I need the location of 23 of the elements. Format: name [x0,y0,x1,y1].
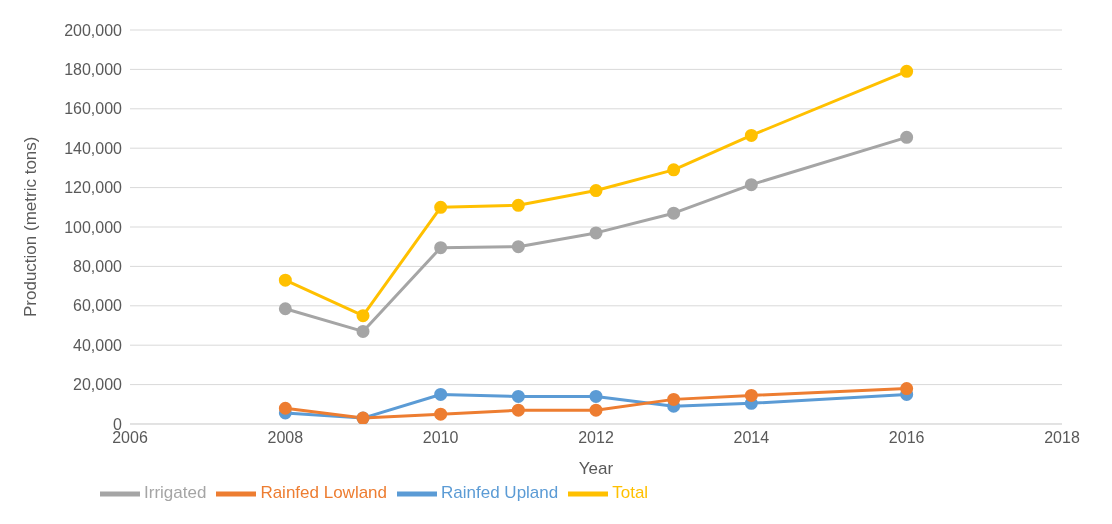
x-tick-label: 2016 [888,429,925,447]
y-tick-label: 80,000 [73,258,123,276]
x-tick-label: 2012 [578,429,614,447]
y-tick-label: 100,000 [64,218,123,236]
x-tick-label: 2018 [1044,429,1080,447]
y-tick-label: 120,000 [64,179,123,197]
y-tick-label: 180,000 [64,61,123,79]
legend-label: Total [612,483,649,503]
x-tick-label: 2006 [112,429,148,447]
y-axis-title: Production (metric tons) [21,136,41,317]
legend-label: Rainfed Lowland [260,483,388,503]
y-tick-label: 200,000 [64,21,123,39]
y-tick-label: 140,000 [64,139,123,157]
y-tick-label: 20,000 [73,376,123,394]
x-axis-title: Year [578,459,614,478]
legend-label: Irrigated [144,483,207,503]
y-tick-label: 160,000 [64,100,123,118]
x-tick-label: 2014 [733,429,770,447]
legend-label: Rainfed Upland [441,483,559,503]
x-tick-label: 2008 [267,429,304,447]
y-tick-label: 40,000 [73,336,123,354]
x-tick-label: 2010 [422,429,459,447]
y-tick-label: 60,000 [73,297,123,315]
